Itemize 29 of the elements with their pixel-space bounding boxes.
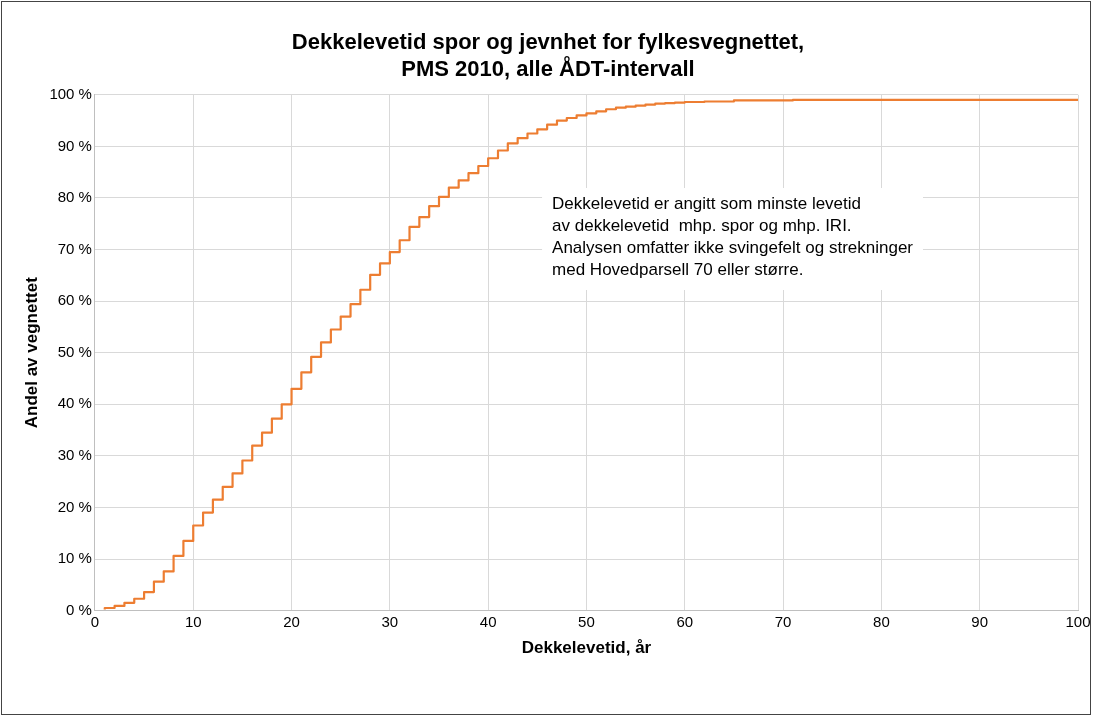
x-tick-label: 20 [283,612,300,630]
x-tick-label: 60 [676,612,694,630]
y-tick-label: 20 % [57,497,92,515]
y-tick-label: 70 % [57,239,92,257]
x-axis-title: Dekkelevetid, år [521,638,652,658]
y-tick-label: 100 % [49,84,92,102]
annotation: Dekkelevetid er angitt som minste levetid [552,194,862,214]
annotation: av dekkelevetid mhp. spor og mhp. IRI. [552,216,852,236]
annotation: med Hovedparsell 70 eller større. [552,260,804,280]
x-tick-label: 10 [184,612,202,630]
y-tick-label: 0 % [66,600,92,618]
y-axis-title: Andel av vegnettet [21,276,41,429]
x-tick-label: 100 [1065,612,1091,630]
x-tick-label: 80 [873,612,890,630]
x-tick-label: 0 [90,612,100,630]
y-tick-label: 50 % [57,342,92,360]
y-tick-label: 90 % [57,136,92,154]
x-tick-label: 40 [479,612,497,630]
y-tick-label: 30 % [57,446,92,463]
x-tick-label: 30 [381,612,399,630]
x-tick-label: 70 [774,612,792,630]
y-tick-label: 10 % [57,549,92,567]
y-tick-label: 40 % [57,394,92,412]
x-tick-label: 90 [971,612,989,630]
annotation: Analysen omfatter ikke svingefelt og strekninger [552,238,914,258]
x-tick-label: 50 [578,612,595,630]
y-tick-label: 60 % [57,291,92,309]
chart-title: Dekkelevetid spor og jevnhet for fylkesvegnettet, PMS 2010, alle ÅDT-intervall [291,29,805,81]
y-tick-label: 80 % [57,188,92,206]
